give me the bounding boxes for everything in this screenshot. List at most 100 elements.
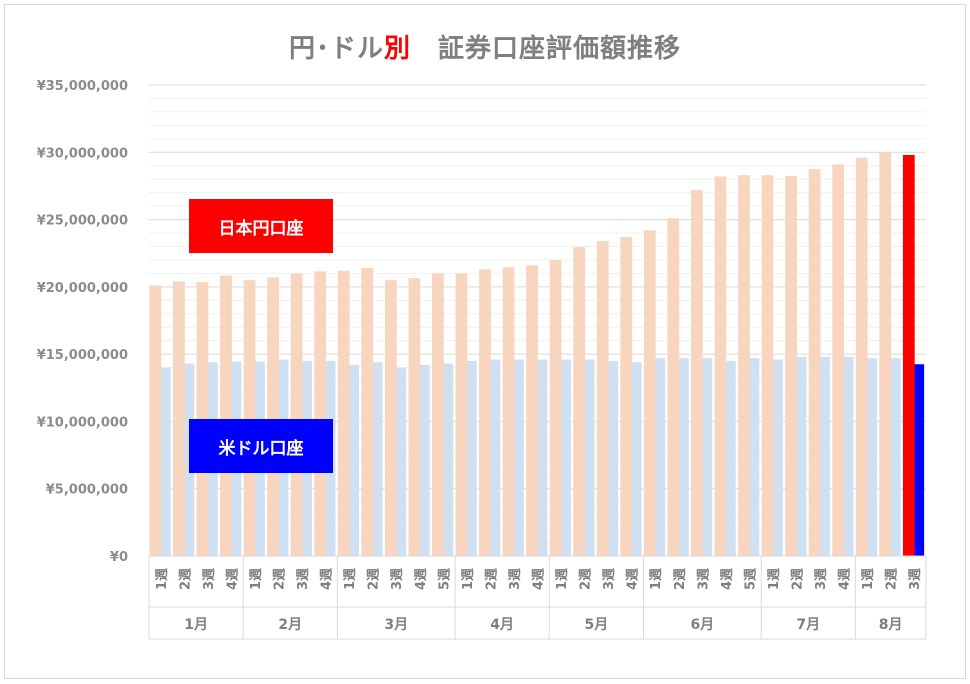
x-week-label: 3週	[508, 568, 523, 590]
x-week-label: 5週	[743, 568, 758, 590]
usd-bar	[841, 356, 854, 556]
jpy-bar	[502, 267, 515, 556]
chart-title: 円･ドル別 証券口座評価額推移	[0, 28, 970, 65]
jpy-bar	[243, 280, 256, 556]
usd-bar	[771, 359, 783, 556]
jpy-bar	[220, 275, 232, 556]
usd-bar	[653, 358, 666, 556]
jpy-bar	[408, 278, 421, 556]
usd-bar	[723, 360, 736, 556]
x-week-label: 2週	[367, 568, 382, 590]
jpy-bar	[643, 230, 656, 556]
y-tick-label: ¥25,000,000	[37, 214, 128, 229]
x-week-label: 5週	[437, 568, 452, 590]
usd-bar	[441, 363, 454, 556]
x-week-label: 4週	[720, 568, 735, 590]
usd-bar	[182, 363, 195, 556]
usd-bar	[888, 358, 901, 556]
jpy-bar	[667, 218, 680, 556]
x-week-label: 3週	[202, 568, 217, 590]
x-week-label: 3週	[908, 568, 923, 590]
x-week-label: 2週	[178, 568, 193, 590]
chart-title-part-3: 証券口座評価額推移	[411, 34, 682, 64]
legend-callout-jpy: 日本円口座	[189, 199, 333, 253]
x-week-label: 2週	[484, 568, 499, 590]
x-week-label: 3週	[390, 568, 405, 590]
month-label: 5月	[584, 617, 608, 633]
usd-bar	[700, 358, 713, 556]
usd-bar	[347, 364, 360, 556]
x-week-label: 1週	[249, 568, 264, 590]
jpy-bar	[832, 164, 845, 556]
x-week-label: 3週	[814, 568, 829, 590]
y-tick-label: ¥15,000,000	[37, 348, 128, 363]
month-label: 3月	[384, 617, 408, 633]
usd-bar	[535, 359, 548, 556]
chart-title-part-1: 円･ドル	[288, 34, 384, 64]
jpy-bar	[573, 247, 586, 556]
jpy-bar	[855, 157, 868, 556]
x-week-label: 4週	[626, 568, 641, 590]
usd-bar	[912, 364, 925, 556]
usd-bar	[676, 358, 689, 556]
legend-callout-usd: 米ドル口座	[189, 419, 333, 473]
usd-bar	[512, 359, 524, 556]
month-label: 1月	[184, 617, 208, 633]
x-week-label: 2週	[273, 568, 288, 590]
jpy-bar	[761, 175, 774, 557]
x-week-label: 3週	[696, 568, 711, 590]
usd-bar	[488, 359, 501, 556]
x-week-label: 3週	[602, 568, 617, 590]
jpy-bar	[479, 269, 491, 556]
month-label: 8月	[879, 617, 903, 633]
x-week-label: 1週	[861, 568, 876, 590]
x-week-label: 4週	[838, 568, 853, 590]
jpy-bar	[808, 169, 821, 556]
jpy-bar	[596, 241, 609, 557]
usd-bar	[158, 367, 171, 556]
jpy-bar	[902, 154, 915, 556]
jpy-bar	[738, 175, 750, 557]
x-week-label: 1週	[767, 568, 782, 590]
jpy-bar	[432, 273, 444, 556]
jpy-bar	[455, 273, 468, 556]
usd-bar	[559, 359, 571, 556]
usd-bar	[865, 358, 878, 556]
usd-bar	[747, 358, 760, 556]
x-week-label: 2週	[579, 568, 594, 590]
usd-bar	[818, 356, 830, 556]
y-tick-label: ¥35,000,000	[37, 79, 128, 94]
usd-bar	[629, 362, 642, 556]
jpy-bar	[549, 259, 562, 556]
jpy-bar	[173, 281, 185, 556]
x-week-label: 1週	[343, 568, 358, 590]
usd-bar	[582, 359, 595, 556]
jpy-bar	[337, 270, 350, 556]
y-tick-label: ¥30,000,000	[37, 146, 128, 161]
y-tick-label: ¥10,000,000	[37, 415, 128, 430]
x-week-label: 3週	[296, 568, 311, 590]
month-label: 6月	[690, 617, 714, 633]
usd-bar	[606, 360, 619, 556]
jpy-bar	[290, 273, 303, 556]
jpy-bar	[879, 152, 892, 557]
usd-bar	[370, 362, 383, 556]
jpy-bar	[691, 189, 703, 557]
y-tick-label: ¥20,000,000	[37, 281, 128, 296]
x-week-label: 1週	[649, 568, 664, 590]
x-week-label: 1週	[461, 568, 476, 590]
y-tick-label: ¥0	[110, 550, 128, 565]
x-week-label: 4週	[532, 568, 547, 590]
x-week-label: 2週	[673, 568, 688, 590]
month-label: 4月	[490, 617, 514, 633]
month-label: 2月	[278, 617, 302, 633]
jpy-bar	[267, 277, 279, 556]
usd-bar	[794, 356, 807, 556]
x-week-label: 4週	[225, 568, 240, 590]
chart-title-part-2: 別	[383, 34, 411, 64]
x-week-label: 4週	[320, 568, 335, 590]
jpy-bar	[526, 265, 538, 556]
usd-bar	[464, 360, 477, 556]
y-tick-label: ¥5,000,000	[46, 483, 128, 498]
